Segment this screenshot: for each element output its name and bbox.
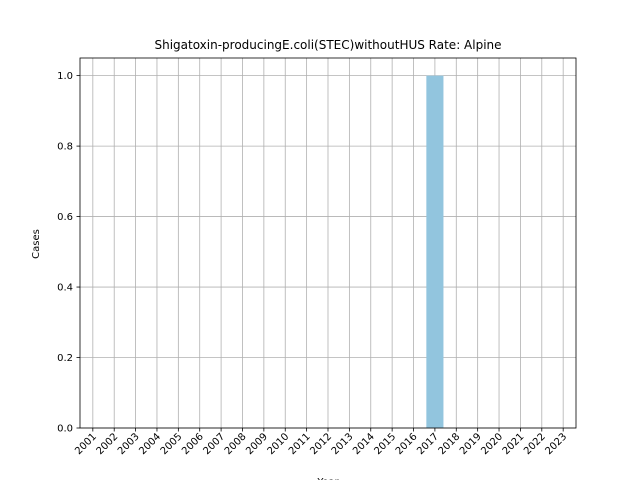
x-tick-label: 2004 [137,431,163,457]
x-tick-label: 2018 [437,431,463,457]
y-tick-label: 0.8 [57,142,73,153]
chart-title: Shigatoxin-producingE.coli(STEC)withoutH… [154,38,501,52]
x-tick-label: 2001 [73,431,99,457]
x-tick-label: 2013 [330,431,356,457]
x-tick-label: 2006 [180,431,206,457]
x-tick-label: 2023 [544,431,570,457]
y-tick-label: 0.0 [57,424,73,435]
x-tick-label: 2017 [415,431,441,457]
x-tick-label: 2007 [201,431,227,457]
x-tick-label: 2022 [522,431,548,457]
y-tick-label: 0.2 [57,353,73,364]
x-tick-label: 2003 [116,431,142,457]
y-tick-label: 0.6 [57,212,73,223]
x-tick-label: 2016 [394,431,420,457]
x-tick-label: 2014 [351,431,377,457]
y-tick-label: 1.0 [57,71,73,82]
y-axis-label: Cases [31,229,42,259]
x-tick-label: 2002 [95,431,121,457]
x-tick-label: 2019 [458,431,484,457]
y-tick-label: 0.4 [57,283,73,294]
x-tick-label: 2015 [372,431,398,457]
x-tick-label: 2005 [159,431,185,457]
x-tick-label: 2021 [501,431,527,457]
x-tick-label: 2010 [266,431,292,457]
x-tick-label: 2008 [223,431,249,457]
bar-2017 [426,76,443,428]
x-tick-label: 2012 [308,431,334,457]
x-tick-label: 2020 [479,431,505,457]
x-tick-label: 2011 [287,431,313,457]
x-tick-label: 2009 [244,431,270,457]
